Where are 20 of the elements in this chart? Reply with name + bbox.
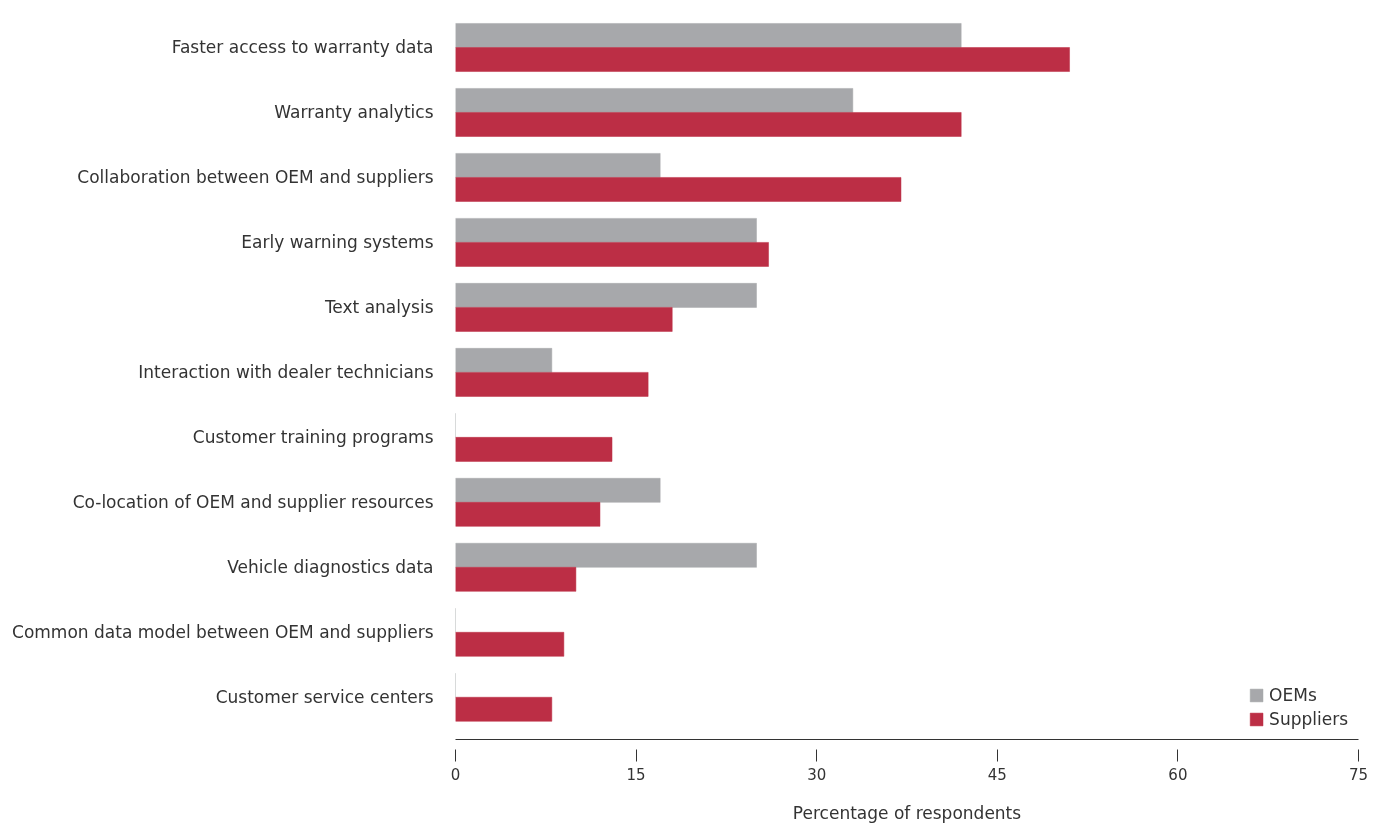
y-tick-label: Collaboration between OEM and suppliers [77, 167, 434, 188]
x-tick-label: 75 [1348, 765, 1369, 784]
legend-label: Suppliers [1269, 709, 1348, 729]
y-tick-label: Warranty analytics [274, 102, 434, 123]
y-tick-label: Text analysis [323, 297, 434, 318]
y-tick-label: Customer training programs [192, 427, 434, 448]
legend-label: OEMs [1269, 685, 1317, 705]
y-tick-label: Co-location of OEM and supplier resources [72, 492, 434, 513]
x-axis-title: Percentage of respondents [792, 802, 1022, 823]
y-tick-label: Interaction with dealer technicians [138, 362, 434, 383]
y-tick-label: Common data model between OEM and suppliers [12, 622, 434, 643]
x-tick-label: 30 [807, 765, 827, 784]
x-tick-label: 45 [987, 765, 1007, 784]
y-tick-label: Vehicle diagnostics data [227, 557, 434, 578]
x-tick-label: 60 [1168, 765, 1188, 784]
x-tick-label: 0 [450, 765, 461, 784]
y-tick-label: Customer service centers [215, 687, 434, 708]
y-tick-label: Faster access to warranty data [171, 37, 434, 58]
x-tick-label: 15 [626, 765, 646, 784]
y-tick-label: Early warning systems [241, 232, 434, 253]
